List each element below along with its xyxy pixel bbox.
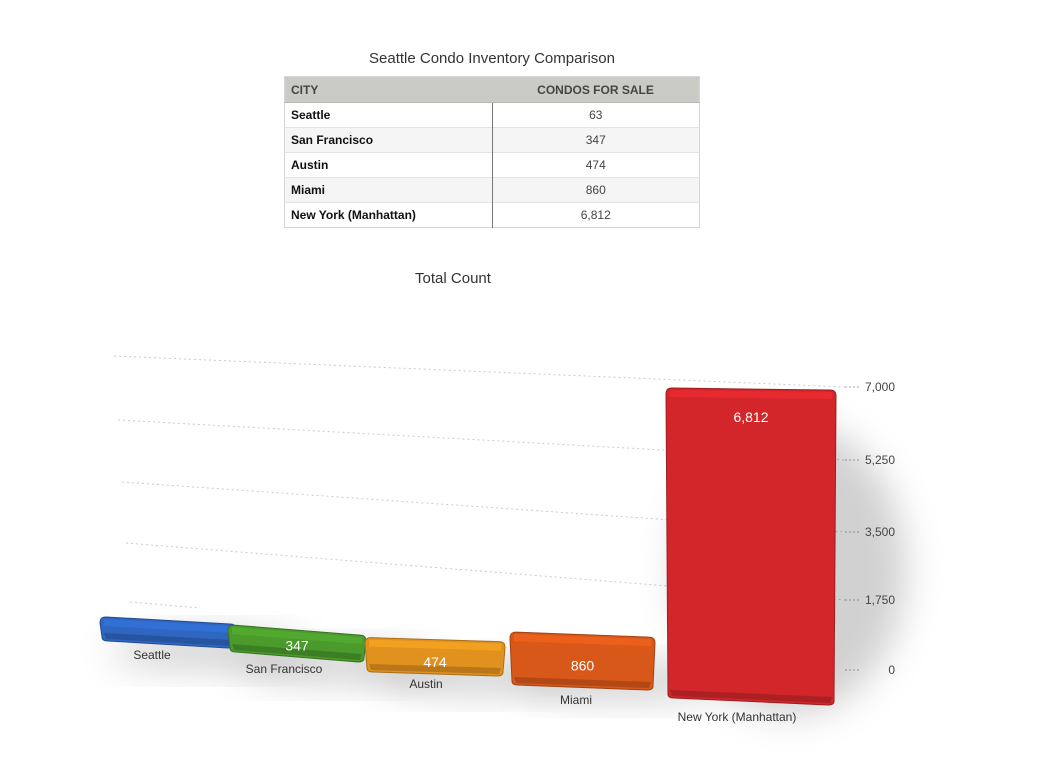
row-count: 474 — [492, 152, 700, 178]
row-count: 6,812 — [492, 202, 700, 228]
bar-bottom-shade — [232, 644, 362, 660]
row-city: Austin — [284, 152, 493, 178]
header-condos-for-sale: CONDOS FOR SALE — [492, 76, 700, 103]
table-header-row: CITY CONDOS FOR SALE — [284, 76, 700, 103]
bar-top-highlight — [369, 639, 501, 651]
header-city: CITY — [284, 76, 492, 103]
table-row: New York (Manhattan) 6,812 — [284, 202, 700, 228]
x-tick-label: Seattle — [133, 648, 171, 662]
x-tick-label: Miami — [560, 693, 592, 707]
table-row: Seattle 63 — [284, 102, 700, 128]
y-tick-label: 3,500 — [865, 525, 895, 539]
gridline — [129, 601, 201, 609]
y-tick-label: 5,250 — [865, 453, 895, 467]
data-label: 474 — [423, 654, 447, 670]
row-count: 860 — [492, 177, 700, 203]
bar-top-highlight — [232, 627, 362, 645]
x-tick-label: Austin — [409, 677, 442, 691]
row-count: 347 — [492, 127, 700, 153]
bar-bottom-shade — [514, 677, 651, 688]
x-tick-label: New York (Manhattan) — [678, 710, 797, 724]
bar-bottom-shade — [369, 664, 501, 674]
y-tick-label: 1,750 — [865, 593, 895, 607]
row-city: San Francisco — [284, 127, 493, 153]
table-row: Austin 474 — [284, 152, 700, 178]
row-city: New York (Manhattan) — [284, 202, 493, 228]
table-title: Seattle Condo Inventory Comparison — [369, 50, 615, 67]
bar-bottom-shade — [104, 633, 232, 646]
gridline — [121, 481, 846, 533]
chart-title: Total Count — [415, 270, 491, 287]
x-tick-label: San Francisco — [246, 662, 323, 676]
bar — [509, 631, 656, 691]
row-city: Seattle — [284, 102, 493, 128]
bar-top-highlight — [104, 619, 232, 633]
inventory-table: CITY CONDOS FOR SALE Seattle 63 San Fran… — [284, 76, 700, 228]
bar-top-highlight — [514, 634, 651, 647]
row-count: 63 — [492, 102, 700, 128]
bar — [665, 387, 837, 706]
table-row: San Francisco 347 — [284, 127, 700, 153]
gridline — [113, 355, 846, 388]
row-city: Miami — [284, 177, 493, 203]
table-row: Miami 860 — [284, 177, 700, 203]
data-label: 6,812 — [733, 409, 768, 425]
y-tick-label: 0 — [888, 663, 895, 677]
bar-top-highlight — [670, 390, 832, 400]
bar-bottom-shade — [670, 690, 832, 703]
data-label: 347 — [285, 638, 309, 654]
y-tick-label: 7,000 — [865, 380, 895, 394]
data-label: 860 — [571, 658, 595, 674]
